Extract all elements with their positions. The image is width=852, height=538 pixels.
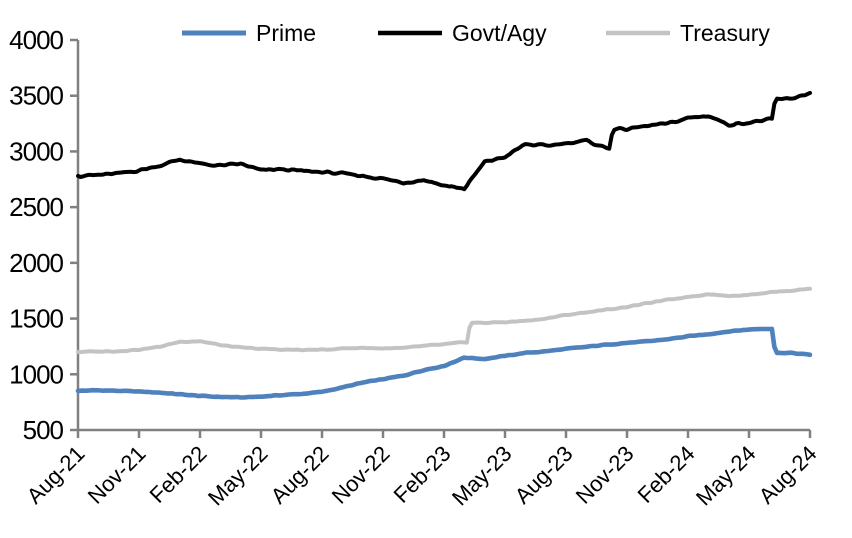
x-tick-label: Aug-21 bbox=[22, 441, 90, 509]
x-tick-label: Aug-22 bbox=[266, 441, 334, 509]
series-line-prime bbox=[75, 326, 813, 400]
y-tick-label: 3500 bbox=[9, 81, 63, 111]
legend-label-treasury: Treasury bbox=[680, 20, 770, 46]
x-tick-label: Nov-21 bbox=[83, 441, 151, 509]
y-tick-label: 1500 bbox=[9, 304, 63, 334]
x-tick-label: May-24 bbox=[691, 441, 761, 511]
x-tick-label: Feb-24 bbox=[633, 441, 700, 508]
y-tick-label: 500 bbox=[23, 415, 64, 445]
y-tick-label: 2000 bbox=[9, 248, 63, 278]
y-tick-label: 1000 bbox=[9, 359, 63, 389]
y-tick-label: 3000 bbox=[9, 136, 63, 166]
legend-label-govt-agy: Govt/Agy bbox=[452, 20, 547, 46]
x-tick-label: May-22 bbox=[203, 441, 273, 511]
y-tick-label: 4000 bbox=[9, 25, 63, 55]
y-tick-label: 2500 bbox=[9, 192, 63, 222]
x-tick-label: May-23 bbox=[447, 441, 517, 511]
x-tick-label: Feb-22 bbox=[145, 441, 212, 508]
series-line-treasury bbox=[76, 286, 812, 355]
series-line-govt-agy bbox=[76, 90, 812, 192]
x-tick-label: Aug-23 bbox=[510, 441, 578, 509]
x-tick-label: Nov-23 bbox=[571, 441, 639, 509]
plot-axes bbox=[76, 40, 810, 432]
legend-label-prime: Prime bbox=[256, 20, 316, 46]
x-tick-label: Aug-24 bbox=[754, 441, 822, 509]
x-tick-label: Nov-22 bbox=[327, 441, 395, 509]
x-tick-label: Feb-23 bbox=[389, 441, 456, 508]
